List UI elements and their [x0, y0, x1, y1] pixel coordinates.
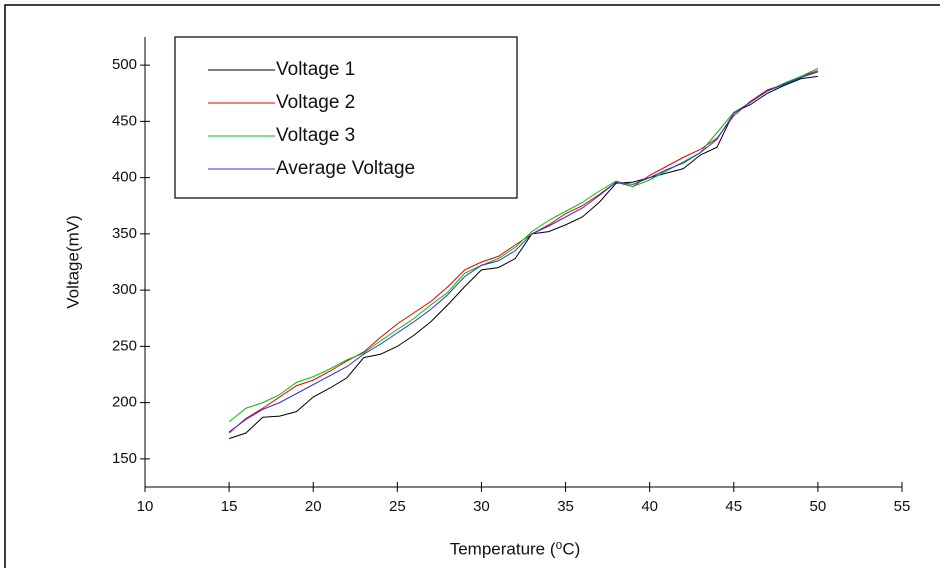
x-tick-label: 30 — [473, 498, 490, 515]
legend-label: Average Voltage — [276, 158, 415, 179]
x-tick-label: 25 — [389, 498, 406, 515]
x-tick-label: 35 — [557, 498, 574, 515]
legend-label: Voltage 2 — [276, 92, 355, 113]
x-tick-label: 20 — [305, 498, 322, 515]
y-tick-label: 350 — [112, 225, 137, 242]
y-tick-label: 500 — [112, 56, 137, 73]
y-tick-label: 150 — [112, 450, 137, 467]
x-tick-label: 40 — [641, 498, 658, 515]
x-tick-label: 15 — [221, 498, 238, 515]
x-axis-label: Temperature (⁰C) — [450, 539, 581, 558]
x-tick-label: 50 — [810, 498, 827, 515]
legend-box — [174, 36, 518, 199]
data-line — [228, 75, 818, 440]
y-tick-label: 200 — [112, 394, 137, 411]
y-tick-label: 300 — [112, 281, 137, 298]
x-tick-label: 10 — [137, 498, 154, 515]
legend-label: Voltage 1 — [276, 59, 355, 80]
y-tick-label: 250 — [112, 337, 137, 354]
x-tick-label: 45 — [725, 498, 742, 515]
y-tick-label: 450 — [112, 112, 137, 129]
legend-label: Voltage 3 — [276, 125, 355, 146]
data-line — [228, 71, 819, 433]
frame — [4, 4, 940, 573]
x-tick-label: 55 — [894, 498, 911, 515]
data-line — [228, 68, 819, 423]
y-tick-label: 400 — [112, 169, 137, 186]
y-axis-label: Voltage(mV) — [63, 215, 82, 309]
